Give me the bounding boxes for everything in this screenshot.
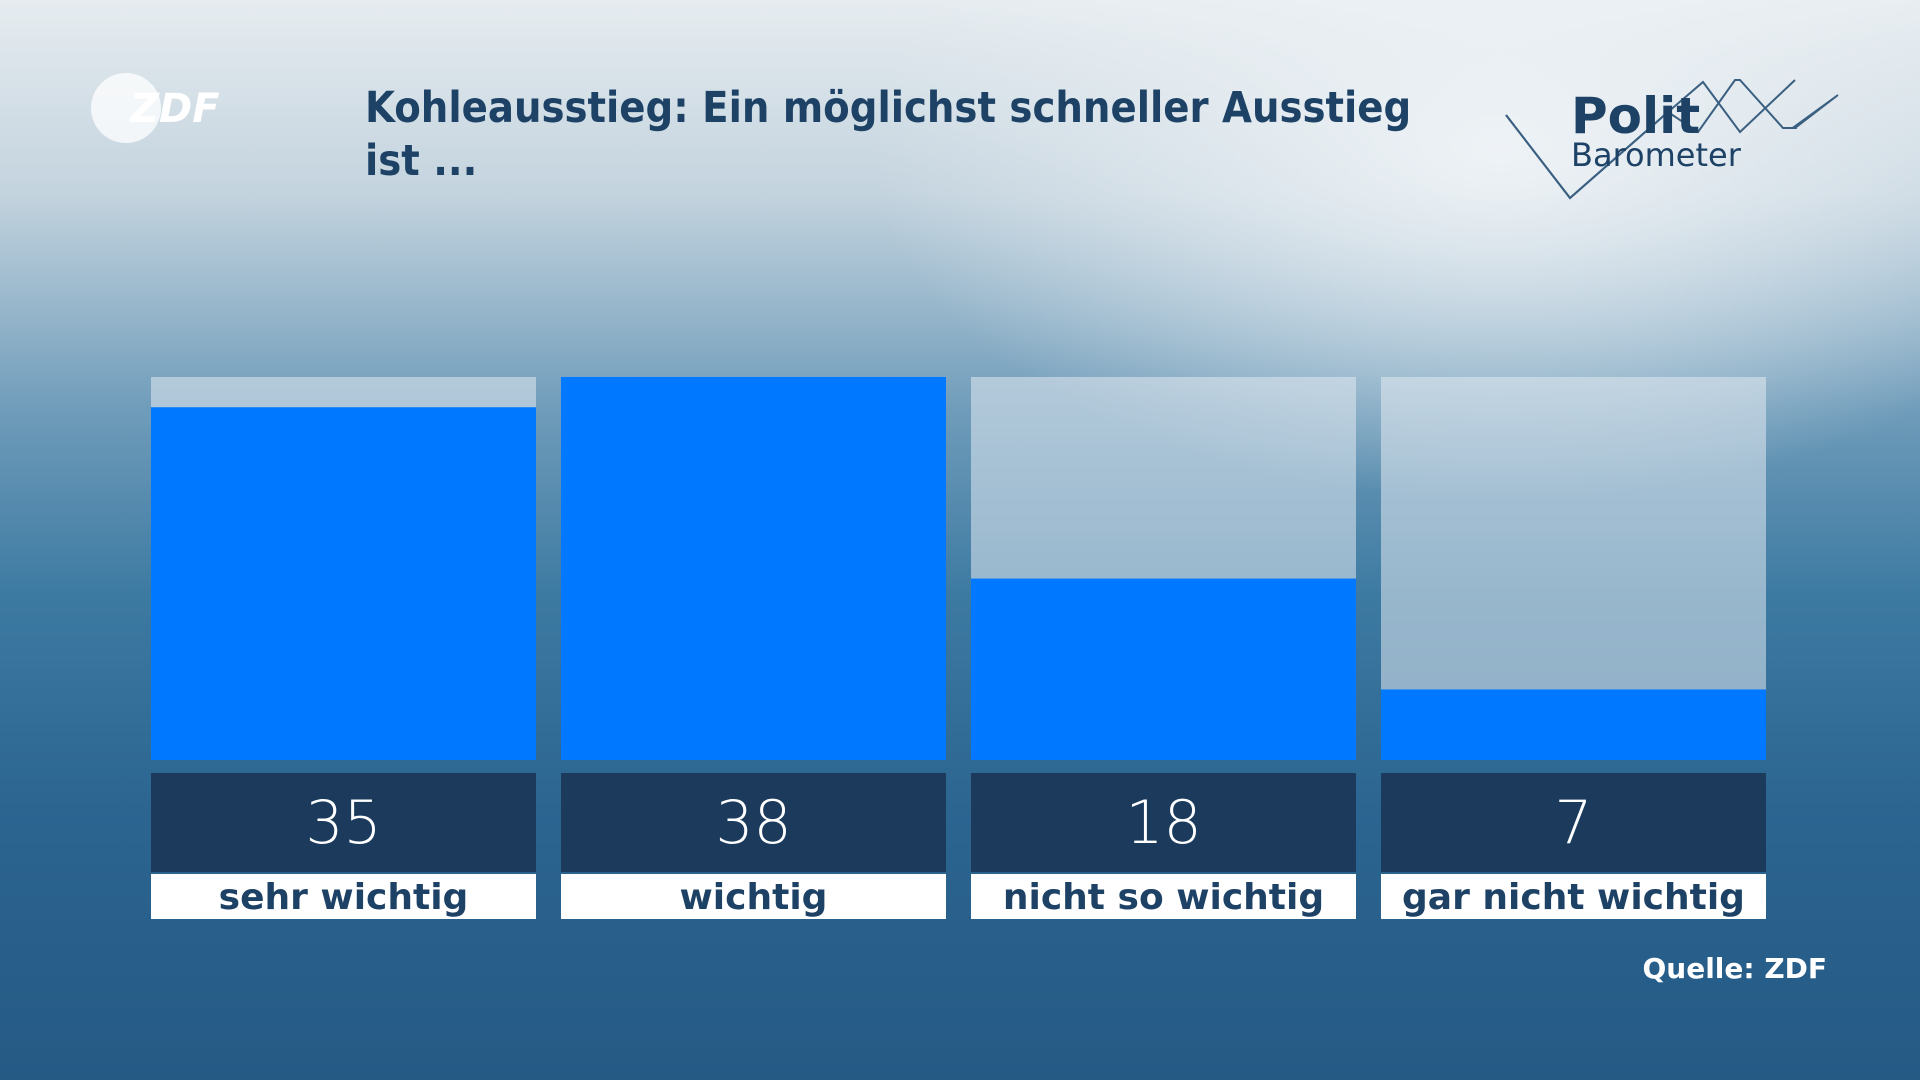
value-box bbox=[561, 773, 946, 872]
value-label: 35 bbox=[305, 788, 381, 858]
category-label: sehr wichtig bbox=[219, 877, 469, 918]
value-label: 18 bbox=[1125, 788, 1201, 858]
category-label: gar nicht wichtig bbox=[1402, 877, 1745, 918]
bar bbox=[151, 407, 536, 760]
value-box bbox=[151, 773, 536, 872]
logo-zigzag bbox=[1505, 79, 1796, 200]
category-box bbox=[971, 874, 1356, 919]
chart-title: Kohleausstieg: Ein möglichst schneller A… bbox=[365, 83, 1412, 186]
bar bbox=[971, 578, 1356, 760]
logo-barometer: Barometer bbox=[1571, 136, 1742, 174]
value-label: 7 bbox=[1554, 788, 1592, 858]
zdf-logo: ZDF bbox=[91, 73, 220, 143]
category-label: nicht so wichtig bbox=[1003, 877, 1324, 918]
value-box bbox=[1381, 773, 1766, 872]
logo-polit: Polit bbox=[1571, 87, 1700, 145]
source: Quelle: ZDF bbox=[1642, 952, 1827, 985]
category-label: wichtig bbox=[680, 877, 828, 918]
value-box bbox=[971, 773, 1356, 872]
category-box bbox=[151, 874, 536, 919]
politbarometer-logo: Polit Barometer bbox=[1505, 79, 1839, 200]
logo-text: ZDF bbox=[128, 86, 220, 132]
category-box bbox=[561, 874, 946, 919]
logo-circle bbox=[91, 73, 161, 143]
value-label: 38 bbox=[715, 788, 791, 858]
bar bbox=[1381, 689, 1766, 760]
bar bbox=[561, 377, 946, 760]
category-box bbox=[1381, 874, 1766, 919]
